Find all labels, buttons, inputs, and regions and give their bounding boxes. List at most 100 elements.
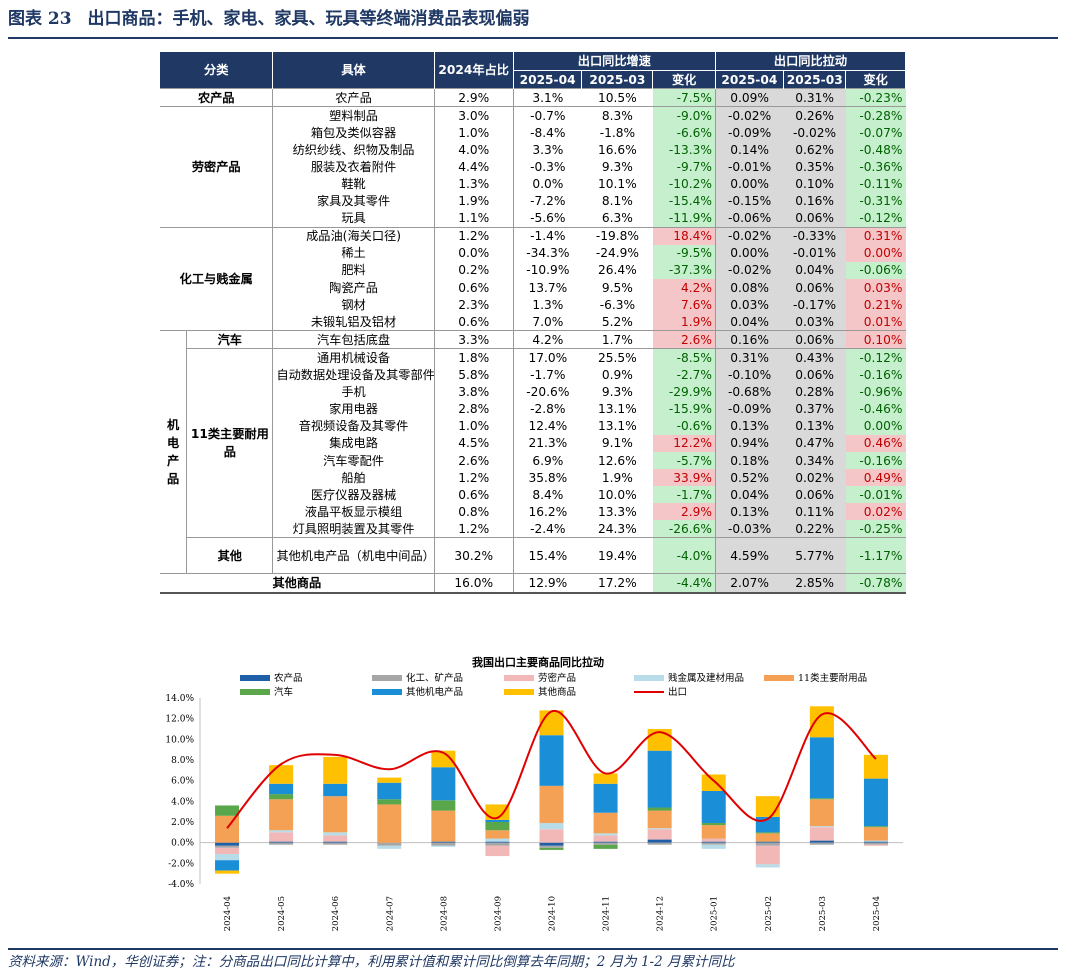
table-row: 化工与贱金属 成品油(海关口径) 1.2% -1.4% -19.8% 18.4% -0.02… [160,226,906,331]
pull-change: -0.16% [845,451,906,470]
bar-segment-agri [647,839,672,843]
bar-segment-other [539,710,564,736]
figure-title: 图表 23 出口商品：手机、家电、家具、玩具等终端消费品表现偏弱 [8,4,1058,34]
pull-apr: 0.94% [715,434,784,452]
pull-change: -1.17% [845,537,906,574]
bar-segment-labor [755,845,780,865]
growth-apr: -1.4% [513,226,582,245]
share-cell: 4.0% [434,141,514,159]
x-tick-label: 2025-02 [764,896,774,931]
pull-change: 0.01% [845,313,906,331]
growth-change: 18.4% [652,226,716,245]
pull-mar: 0.06% [783,279,846,297]
share-cell: 1.3% [434,175,514,193]
table-row: 音视频设备及其零件 1.0% 12.4% 13.1% -0.6% 0.13% 0.13% 0.… [160,417,906,435]
y-tick-label: 6.0% [171,777,194,787]
growth-change: -2.7% [652,366,716,384]
growth-apr: 4.2% [513,330,582,349]
share-cell: 0.6% [434,313,514,331]
bar-segment-agri [755,841,780,843]
item-name: 钢材 [272,296,435,314]
growth-apr: -34.3% [526,246,570,261]
item-name: 肥料 [272,261,435,280]
table-row: 灯具照明装置及其零件 1.2% -2.4% 24.3% -26.6% -0.03% 0.22… [160,520,906,538]
item-name: 成品油(海关口径) [272,226,435,245]
hdr-share: 2024年占比 [434,52,514,89]
pull-mar: 0.06% [783,209,846,228]
item-name: 集成电路 [272,434,435,452]
table-row: 纺织纱线、织物及制品 4.0% 3.3% 16.6% -13.3% 0.14% 0.62% -… [160,141,906,159]
table-row: 自动数据处理设备及其零部件 5.8% -1.7% 0.9% -2.7% -0.10% 0.0… [160,366,906,384]
growth-apr: 12.9% [513,573,582,594]
bar-segment-other [377,777,402,783]
growth-change: -29.9% [652,383,716,401]
item-name: 家具及其零件 [272,192,435,210]
bar-segment-agri [863,841,888,843]
bar-segment-durable [755,833,780,842]
bar-segment-metal [215,854,240,861]
legend-label: 农产品 [274,672,303,684]
legend-swatch [372,689,402,695]
bar-segment-auto [215,805,240,816]
growth-apr: 21.3% [528,436,568,451]
x-tick-label: 2025-01 [710,896,720,931]
bar-segment-durable [377,804,402,843]
bar-segment-auto [647,807,672,811]
bar-segment-chem [701,842,726,845]
growth-change: -15.9% [652,400,716,418]
growth-change: -10.2% [652,175,716,193]
pull-change: 0.02% [845,503,906,521]
growth-apr: -0.7% [513,106,582,125]
legend-swatch [240,689,270,695]
pull-apr: 0.04% [715,313,784,331]
growth-mar: 9.1% [601,436,633,451]
item-name: 手机 [272,383,435,401]
bar-segment-labor [863,844,888,846]
share-cell: 0.8% [434,503,514,521]
hdr-growth-m2: 2025-03 [581,70,654,89]
legend-label: 汽车 [274,686,293,698]
legend-label: 11类主要耐用品 [798,672,867,684]
share-cell: 2.3% [434,296,514,314]
pull-apr: -0.06% [715,209,784,228]
x-tick-label: 2024-10 [548,896,558,931]
bar-segment-auto [485,822,510,831]
pull-change: -0.96% [845,383,906,401]
table-row: 未锻轧铝及铝材 0.6% 7.0% 5.2% 1.9% 0.04% 0.03% 0.01% [160,313,906,331]
pull-mar: 0.31% [783,87,846,107]
share-cell: 1.2% [434,469,514,487]
pull-apr: 0.52% [715,469,784,487]
growth-apr: -2.4% [530,521,566,536]
category-labor: 劳密产品 [160,106,274,228]
share-cell: 2.6% [434,451,514,470]
x-tick-label: 2025-04 [872,896,882,931]
growth-mar: 26.4% [598,263,637,278]
growth-change: 4.2% [652,279,716,297]
share-cell: 1.0% [434,417,514,435]
growth-apr: -10.9% [526,263,570,278]
bar-segment-chem [377,842,402,846]
item-name: 服装及衣着附件 [272,158,435,176]
pull-apr: -0.09% [715,400,784,418]
item-name: 通用机械设备 [272,348,435,367]
growth-mar: 12.6% [598,453,637,468]
share-cell: 4.4% [434,158,514,176]
bar-segment-mech [809,737,834,799]
pull-mar: 0.13% [783,417,846,435]
pull-mar: 0.28% [783,383,846,401]
pull-change: -0.46% [845,400,906,418]
growth-mar: 13.3% [598,504,637,519]
share-cell: 3.8% [434,383,514,401]
pull-apr: -0.68% [715,383,784,401]
bar-segment-mech [215,860,240,871]
item-name: 船舶 [272,469,435,487]
bar-segment-durable [323,796,348,833]
bar-segment-metal [647,828,672,830]
bar-segment-mech [323,783,348,797]
growth-mar: 19.4% [581,537,653,574]
pull-mar: -0.33% [783,226,846,245]
table-row: 11类主要耐用品 通用机械设备 1.8% 17.0% 25.5% -8.5% 0.31% 0.… [160,348,906,538]
pull-mar: 2.85% [783,573,846,594]
bar-segment-labor [809,827,834,841]
bar-segment-chem [809,842,834,845]
